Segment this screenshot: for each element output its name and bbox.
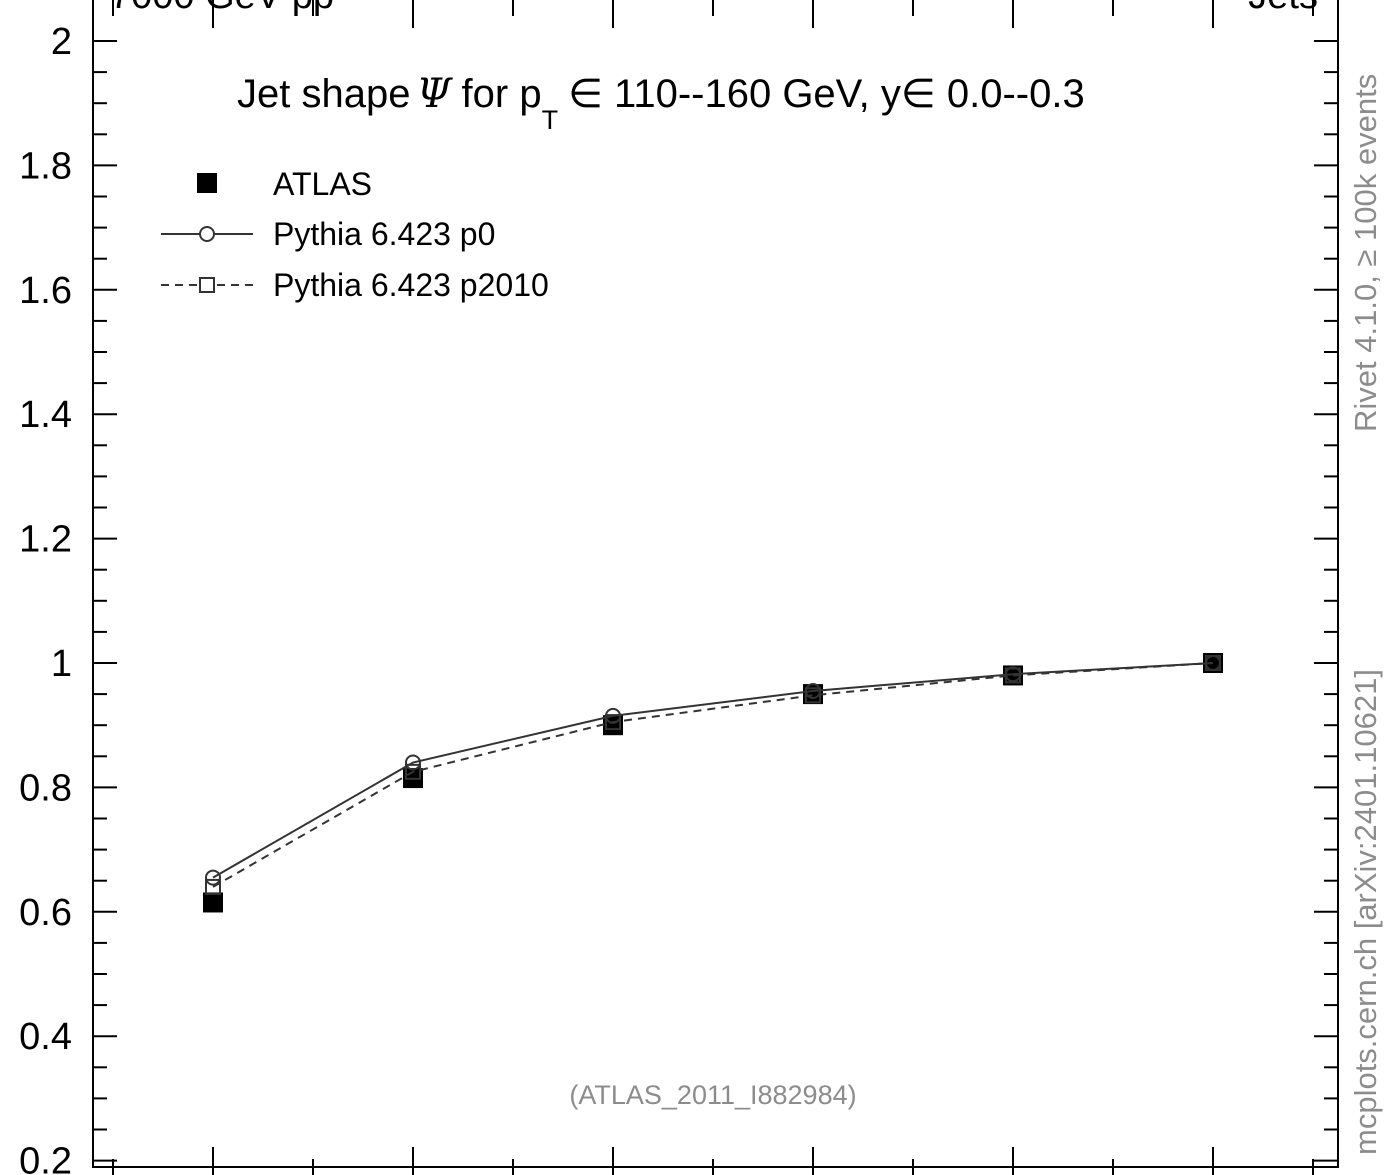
side-label-rivet: Rivet 4.1.0, ≥ 100k events bbox=[1348, 74, 1383, 432]
top-left-label: 7000 GeV pp bbox=[110, 0, 334, 17]
p0-data-point bbox=[1205, 655, 1221, 671]
legend-label-p2010: Pythia 6.423 p2010 bbox=[273, 267, 549, 303]
title-for: for p bbox=[462, 72, 542, 116]
y-tick-label: 0.6 bbox=[19, 892, 72, 934]
p0-data-point bbox=[205, 869, 221, 886]
p0-data-point bbox=[1005, 666, 1021, 683]
p0-data-point bbox=[405, 754, 421, 771]
p2010-data-point bbox=[405, 763, 421, 780]
y-tick-label: 0.8 bbox=[19, 767, 72, 809]
side-label-mcplots: mcplots.cern.ch [arXiv:2401.10621] bbox=[1348, 669, 1383, 1155]
analysis-label: (ATLAS_2011_I882984) bbox=[569, 1080, 856, 1110]
y-tick-label: 2 bbox=[51, 21, 72, 63]
x-axis bbox=[112, 0, 1314, 1175]
title-subscript: T bbox=[542, 105, 559, 135]
y-axis: 2 1.8 1.6 1.4 1.2 1 0.8 0.6 0.4 0.2 bbox=[19, 21, 1338, 1175]
plot-frame bbox=[92, 0, 1339, 1168]
legend-marker-atlas bbox=[197, 173, 217, 193]
p2010-line bbox=[212, 662, 1214, 888]
y-tick-label: 1.4 bbox=[19, 394, 72, 436]
legend: ATLAS Pythia 6.423 p0 Pythia 6.423 p2010 bbox=[161, 166, 549, 303]
legend-marker-p2010 bbox=[199, 277, 215, 293]
atlas-data-point bbox=[203, 892, 223, 913]
title-prefix: Jet shape bbox=[237, 72, 410, 116]
y-tick-label: 1.2 bbox=[19, 519, 72, 561]
title-rest: ∈ 110--160 GeV, y∈ 0.0--0.3 bbox=[568, 72, 1085, 116]
p0-data-point bbox=[805, 682, 821, 699]
p2010-data-point bbox=[205, 878, 221, 895]
y-tick-label: 1.8 bbox=[19, 145, 72, 187]
legend-label-atlas: ATLAS bbox=[273, 166, 372, 202]
series-layer bbox=[203, 653, 1223, 913]
legend-label-p0: Pythia 6.423 p0 bbox=[273, 216, 495, 252]
y-tick-label: 0.4 bbox=[19, 1016, 72, 1058]
legend-marker-p0 bbox=[199, 226, 215, 242]
y-tick-label: 1.6 bbox=[19, 270, 72, 312]
title-psi: Ψ bbox=[416, 71, 453, 117]
p2010-data-point bbox=[805, 687, 821, 704]
p0-data-point bbox=[605, 707, 621, 724]
y-tick-label: 0.2 bbox=[19, 1141, 72, 1175]
y-tick-label: 1 bbox=[51, 643, 72, 685]
p0-line bbox=[212, 662, 1214, 879]
